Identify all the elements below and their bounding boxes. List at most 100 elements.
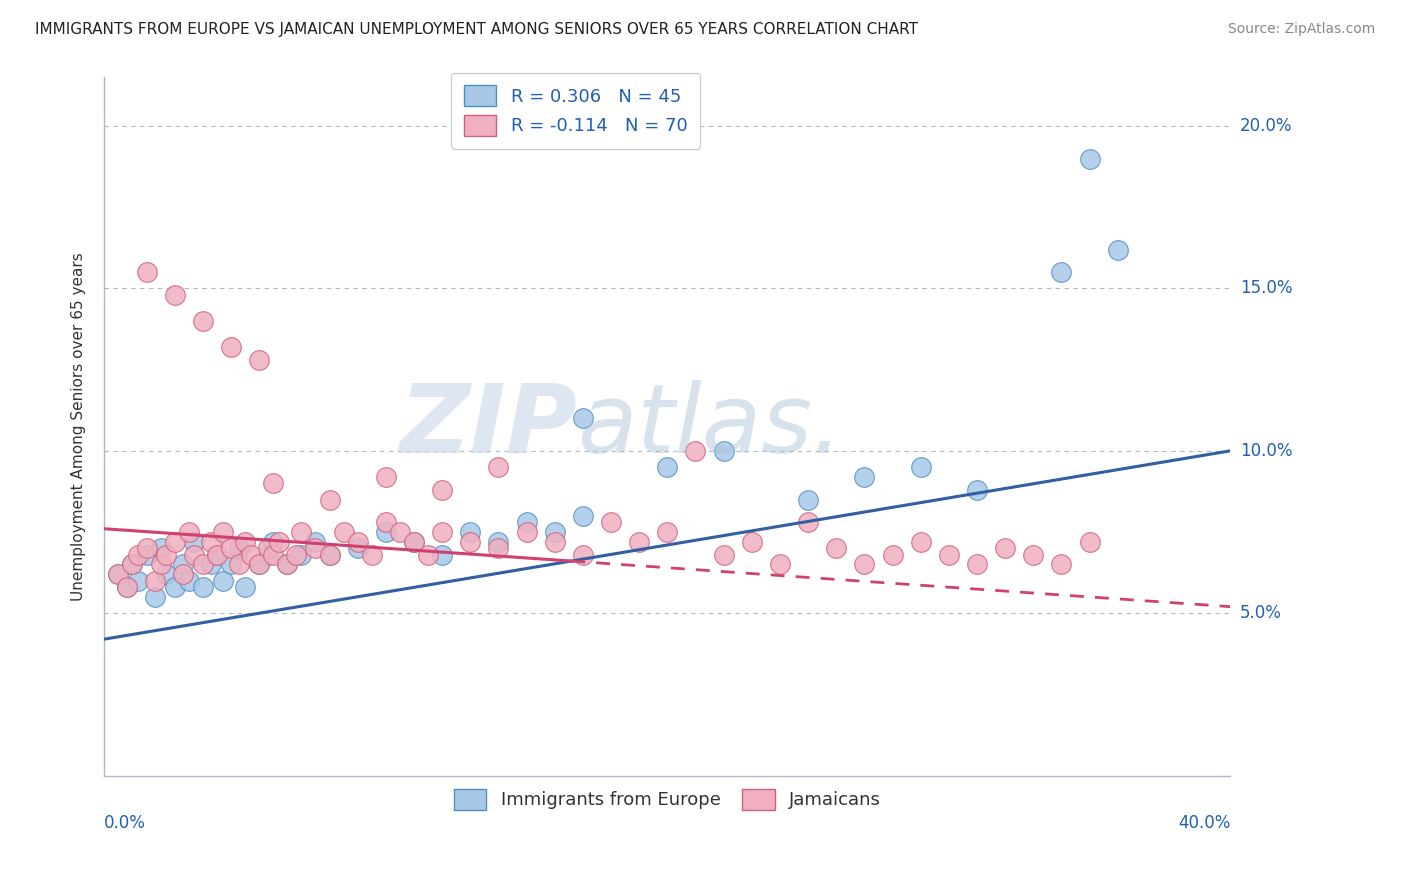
Point <box>256 541 278 556</box>
Point <box>177 574 200 588</box>
Point <box>486 460 509 475</box>
Point <box>135 265 157 279</box>
Point <box>121 558 143 572</box>
Point <box>276 558 298 572</box>
Point <box>107 567 129 582</box>
Text: IMMIGRANTS FROM EUROPE VS JAMAICAN UNEMPLOYMENT AMONG SENIORS OVER 65 YEARS CORR: IMMIGRANTS FROM EUROPE VS JAMAICAN UNEMP… <box>35 22 918 37</box>
Point <box>402 534 425 549</box>
Point <box>516 524 538 539</box>
Point <box>346 534 368 549</box>
Point <box>262 534 284 549</box>
Point <box>127 574 149 588</box>
Point <box>247 558 270 572</box>
Point <box>1107 243 1129 257</box>
Point <box>211 574 233 588</box>
Point <box>228 558 250 572</box>
Point <box>1078 534 1101 549</box>
Point <box>163 534 186 549</box>
Point <box>516 515 538 529</box>
Point <box>247 558 270 572</box>
Point <box>544 534 567 549</box>
Text: 15.0%: 15.0% <box>1240 279 1292 298</box>
Point <box>262 476 284 491</box>
Point <box>853 470 876 484</box>
Point <box>741 534 763 549</box>
Y-axis label: Unemployment Among Seniors over 65 years: Unemployment Among Seniors over 65 years <box>72 252 86 601</box>
Point <box>797 492 820 507</box>
Point <box>486 541 509 556</box>
Point <box>155 567 177 582</box>
Text: 0.0%: 0.0% <box>104 814 146 832</box>
Point <box>290 548 312 562</box>
Point <box>183 534 205 549</box>
Point <box>853 558 876 572</box>
Text: 10.0%: 10.0% <box>1240 442 1292 460</box>
Point <box>200 534 222 549</box>
Point <box>172 558 194 572</box>
Point <box>276 558 298 572</box>
Point <box>374 524 396 539</box>
Point <box>262 548 284 562</box>
Point <box>910 460 932 475</box>
Text: 20.0%: 20.0% <box>1240 117 1292 136</box>
Point <box>994 541 1017 556</box>
Point <box>115 580 138 594</box>
Point <box>458 534 481 549</box>
Point <box>115 580 138 594</box>
Point <box>458 524 481 539</box>
Point <box>149 558 172 572</box>
Point <box>256 548 278 562</box>
Point <box>143 590 166 604</box>
Point <box>247 352 270 367</box>
Point <box>882 548 904 562</box>
Point <box>127 548 149 562</box>
Point <box>966 558 988 572</box>
Point <box>163 288 186 302</box>
Point <box>200 558 222 572</box>
Point <box>191 314 214 328</box>
Point <box>121 558 143 572</box>
Point <box>402 534 425 549</box>
Text: 5.0%: 5.0% <box>1240 604 1282 622</box>
Point <box>149 541 172 556</box>
Point <box>572 548 595 562</box>
Point <box>318 548 340 562</box>
Point <box>374 470 396 484</box>
Text: atlas.: atlas. <box>578 380 844 473</box>
Point <box>1022 548 1045 562</box>
Point <box>143 574 166 588</box>
Point <box>1078 152 1101 166</box>
Point <box>572 508 595 523</box>
Point <box>219 558 242 572</box>
Point <box>657 460 679 475</box>
Point <box>233 580 256 594</box>
Point <box>360 548 382 562</box>
Point <box>318 548 340 562</box>
Point <box>233 534 256 549</box>
Point <box>284 548 307 562</box>
Point <box>211 524 233 539</box>
Point <box>290 524 312 539</box>
Point <box>267 534 290 549</box>
Point <box>544 524 567 539</box>
Point <box>155 548 177 562</box>
Point <box>107 567 129 582</box>
Point <box>191 558 214 572</box>
Point <box>172 567 194 582</box>
Point <box>183 548 205 562</box>
Point <box>191 580 214 594</box>
Point <box>239 548 262 562</box>
Point <box>430 483 453 497</box>
Point <box>713 443 735 458</box>
Point <box>966 483 988 497</box>
Point <box>205 548 228 562</box>
Point <box>205 548 228 562</box>
Point <box>486 534 509 549</box>
Point <box>769 558 792 572</box>
Point <box>228 541 250 556</box>
Point <box>318 492 340 507</box>
Point <box>657 524 679 539</box>
Point <box>346 541 368 556</box>
Legend: Immigrants from Europe, Jamaicans: Immigrants from Europe, Jamaicans <box>447 781 889 817</box>
Point <box>825 541 848 556</box>
